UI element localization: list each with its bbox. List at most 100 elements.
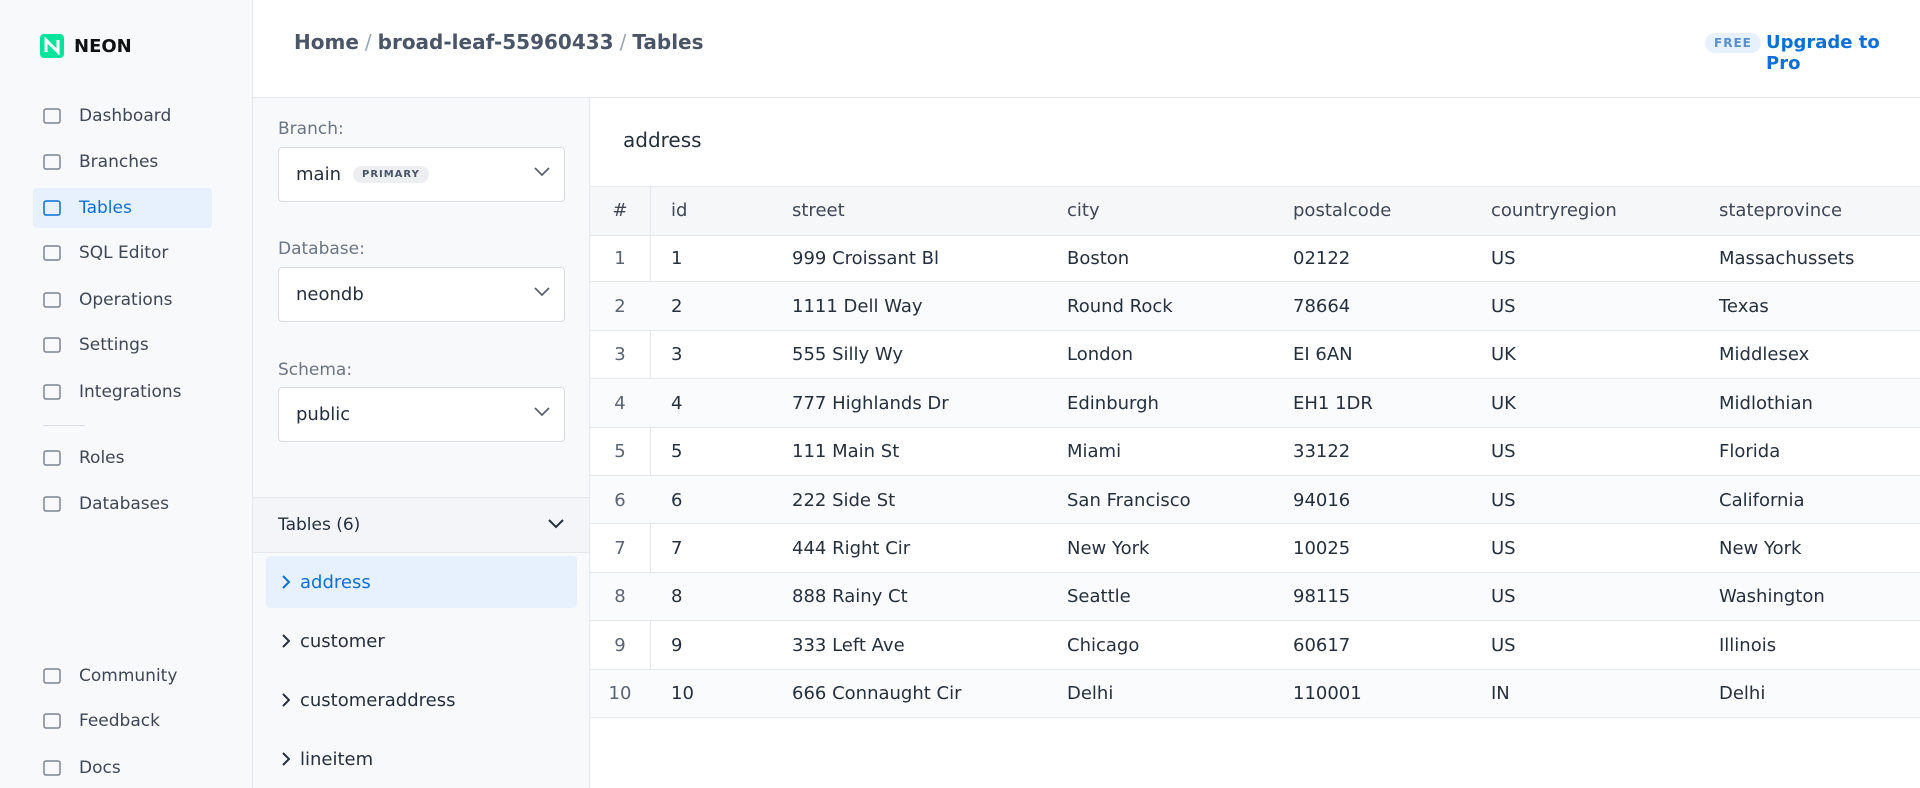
select[interactable]: public [278,387,565,442]
breadcrumb-item[interactable]: broad-leaf-55960433 [377,30,614,54]
select-value: public [296,404,351,425]
table-cell: 999 Croissant Bl [792,247,939,269]
table-cell: Illinois [1719,634,1777,656]
nav-label: Feedback [79,711,160,731]
upgrade-link[interactable]: Upgrade to Pro [1766,32,1880,74]
table-row [590,669,1920,718]
table-cell: 2 [671,296,683,318]
chevron [534,407,550,417]
nav-item[interactable]: Operations [33,280,212,320]
table-cell: 5 [614,441,626,463]
table-item[interactable]: lineitem [266,733,577,785]
nav-item[interactable]: Tables [33,188,212,228]
nav-icon [43,668,61,684]
nav-icon [43,292,61,308]
table-cell: 10025 [1293,538,1351,560]
table-name: customer [300,630,385,652]
nav-label: Settings [79,335,149,355]
table-cell: 4 [614,392,626,414]
nav-icon [43,108,61,124]
table-cell: 94016 [1293,489,1351,511]
table-cell: 2 [614,296,626,318]
nav-item[interactable]: Roles [33,438,212,478]
breadcrumb-item[interactable]: Home [294,30,359,54]
nav-item[interactable]: SQL Editor [33,233,212,273]
select[interactable]: main PRIMARY [278,147,565,202]
nav-item[interactable]: Feedback [33,701,212,741]
table-cell: 9 [671,634,683,656]
table-cell: 6 [671,489,683,511]
table-cell: US [1491,538,1516,560]
filter-label: Branch: [278,119,344,139]
table-cell: 8 [614,586,626,608]
nav-item[interactable]: Dashboard [33,96,212,136]
table-cell: 60617 [1293,634,1351,656]
table-view: address # id street city postalcode countryre… [590,98,1920,788]
table-cell: 10 [608,683,632,705]
nav-item[interactable]: Settings [33,325,212,365]
nav-label: Operations [79,290,173,310]
table-cell: California [1719,489,1805,511]
table-cell: UK [1491,344,1516,366]
breadcrumb-item[interactable]: Tables [632,30,704,54]
table-item[interactable]: address [266,556,577,608]
breadcrumb-separator: / [364,30,372,54]
chevron [534,167,550,177]
table-cell: 98115 [1293,586,1351,608]
nav-item[interactable]: Integrations [33,372,212,412]
table-cell: San Francisco [1067,489,1191,511]
nav-icon [43,245,61,261]
table-name: customeraddress [300,689,456,711]
tables-header[interactable]: Tables (6) [253,497,589,553]
table-cell: 111 Main St [792,441,900,463]
index-column [650,186,651,718]
table-cell: UK [1491,392,1516,414]
table-item[interactable]: customeraddress [266,674,577,726]
nav-icon [43,450,61,466]
nav-item[interactable]: Community [33,656,212,696]
table-cell: EH1 1DR [1293,392,1373,414]
nav-label: SQL Editor [79,243,169,263]
nav-item[interactable]: Databases [33,484,212,524]
table-row [590,331,1920,380]
table-cell: US [1491,296,1516,318]
table-cell: Massachussets [1719,247,1855,269]
table-cell: 10 [671,683,694,705]
nav-icon [43,337,61,353]
filter-label: Database: [278,239,365,259]
header: Home / broad-leaf-55960433/Tables FREE Upg… [253,0,1920,98]
chevron [282,693,290,707]
table-cell: Washington [1719,586,1825,608]
select-value: main [296,164,341,185]
table-cell: 777 Highlands Dr [792,392,949,414]
breadcrumb-separator: / [619,30,627,54]
nav-item[interactable]: Branches [33,142,212,182]
table-name: lineitem [300,748,374,770]
table-cell: New York [1067,538,1150,560]
chevron [282,575,290,589]
table-cell: 1 [671,247,683,269]
select[interactable]: neondb [278,267,565,322]
nav-item[interactable]: Docs [33,748,212,788]
table-cell: London [1067,344,1133,366]
table-row [590,234,1920,283]
table-item[interactable]: customer [266,615,577,667]
table-cell: 7 [614,538,626,560]
table-cell: Texas [1719,296,1769,318]
tables-header-text: Tables (6) [278,515,361,535]
table-cell: Seattle [1067,586,1131,608]
table-cell: Florida [1719,441,1781,463]
sidebar: NEON Dashboard Branches Tables SQL Editor Op… [0,0,253,788]
table-row [590,476,1920,525]
logo[interactable]: NEON [39,33,132,59]
column-header: postalcode [1293,199,1392,221]
table-cell: Middlesex [1719,344,1810,366]
table-cell: 8 [671,586,683,608]
nav-label: Databases [79,494,169,514]
plan-badge: FREE [1705,33,1761,53]
table-cell: 3 [614,344,626,366]
nav-label: Roles [79,448,125,468]
nav-label: Dashboard [79,106,172,126]
column-header: city [1067,199,1100,221]
